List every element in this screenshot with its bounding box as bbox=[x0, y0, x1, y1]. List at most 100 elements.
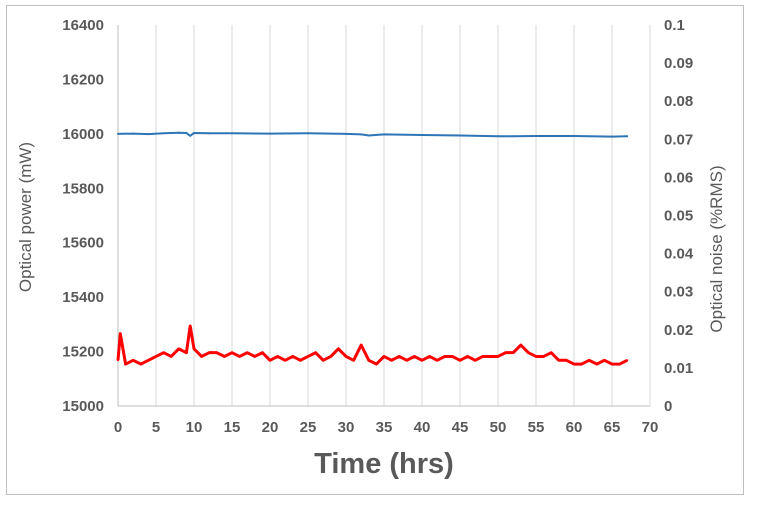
x-tick-label: 5 bbox=[152, 419, 160, 436]
y-left-axis-label: Optical power (mW) bbox=[16, 142, 35, 292]
series-1-point bbox=[208, 132, 211, 135]
series-2-point bbox=[124, 363, 127, 366]
x-tick-label: 60 bbox=[566, 419, 583, 436]
series-2-point bbox=[261, 351, 264, 354]
series-1-point bbox=[512, 135, 515, 138]
series-2-point bbox=[119, 332, 122, 335]
x-tick-label: 10 bbox=[186, 419, 203, 436]
series-2-point bbox=[390, 359, 393, 362]
x-tick-label: 0 bbox=[114, 419, 122, 436]
series-2-group bbox=[116, 324, 629, 366]
series-2-point bbox=[208, 351, 211, 354]
series-2-point bbox=[451, 355, 454, 358]
series-2-point bbox=[474, 359, 477, 362]
series-2-point bbox=[215, 351, 218, 354]
series-1-point bbox=[421, 133, 423, 136]
series-2-point bbox=[383, 355, 385, 358]
series-1-point bbox=[497, 135, 499, 138]
series-2-point bbox=[413, 355, 416, 358]
x-tick-label: 15 bbox=[224, 419, 241, 436]
series-2-point bbox=[189, 324, 192, 327]
y-left-tick-label: 16200 bbox=[62, 71, 104, 88]
series-2-point bbox=[337, 347, 340, 350]
chart-svg: 0 5 10 15 20 25 30 35 40 45 50 55 60 65 70 15000152001… bbox=[16, 17, 726, 480]
series-1-point bbox=[269, 132, 271, 135]
series-1-point bbox=[307, 132, 309, 135]
y-right-tick-label: 0.03 bbox=[664, 284, 693, 301]
series-2-point bbox=[375, 363, 378, 366]
series-1-point bbox=[611, 135, 613, 138]
series-2-point bbox=[322, 359, 325, 362]
series-2-point bbox=[193, 347, 195, 350]
series-2-point bbox=[367, 359, 370, 362]
y-right-tick-label: 0.05 bbox=[664, 208, 693, 225]
y-right-tick-label: 0.04 bbox=[664, 246, 694, 263]
x-tick-label: 35 bbox=[376, 419, 393, 436]
y-left-tick-label: 15400 bbox=[62, 289, 104, 306]
series-2-point bbox=[428, 355, 431, 358]
y-right-tick-label: 0 bbox=[664, 398, 672, 415]
series-1-point bbox=[573, 135, 575, 138]
series-2-point bbox=[603, 359, 606, 362]
series-2-point bbox=[595, 363, 598, 366]
y-right-tick-labels: 0 0.01 0.02 0.03 0.04 0.05 0.06 0.07 0.08 0.09 0.1 bbox=[664, 17, 694, 415]
series-2-point bbox=[269, 359, 271, 362]
series-2-point bbox=[421, 359, 423, 362]
series-2-point bbox=[611, 363, 613, 366]
series-2-point bbox=[489, 355, 492, 358]
y-left-tick-label: 15000 bbox=[62, 398, 104, 415]
series-2-point bbox=[223, 355, 226, 358]
series-2-point bbox=[535, 355, 537, 358]
series-2-point bbox=[352, 359, 355, 362]
x-tick-label: 25 bbox=[300, 419, 317, 436]
series-2-point bbox=[405, 359, 408, 362]
series-2-point bbox=[527, 351, 530, 354]
series-1-group bbox=[117, 131, 629, 138]
series-1-line bbox=[117, 131, 628, 138]
series-2-point bbox=[284, 359, 287, 362]
series-2-point bbox=[155, 355, 157, 358]
chart-frame: 0 5 10 15 20 25 30 35 40 45 50 55 60 65 70 15000 15200 1… bbox=[6, 5, 744, 495]
x-axis-label: Time (hrs) bbox=[314, 448, 454, 480]
series-2-point bbox=[117, 359, 119, 362]
gridlines bbox=[155, 25, 613, 406]
series-2-point bbox=[618, 363, 621, 366]
series-2-point bbox=[139, 363, 142, 366]
series-2-point bbox=[177, 347, 180, 350]
series-2-point bbox=[519, 344, 522, 347]
x-tick-label: 40 bbox=[414, 419, 431, 436]
x-tick-label: 55 bbox=[528, 419, 545, 436]
x-tick-label: 30 bbox=[338, 419, 355, 436]
series-1-point bbox=[185, 132, 188, 135]
series-2-point bbox=[307, 355, 309, 358]
x-tick-label: 70 bbox=[642, 419, 659, 436]
series-1-point bbox=[626, 135, 629, 138]
series-1-point bbox=[189, 134, 192, 137]
series-1-point bbox=[177, 131, 180, 134]
series-2-point bbox=[147, 359, 150, 362]
series-2-point bbox=[170, 355, 173, 358]
axes bbox=[117, 25, 651, 407]
series-2-point bbox=[398, 355, 401, 358]
series-2-point bbox=[497, 355, 499, 358]
y-right-axis-label: Optical noise (%RMS) bbox=[707, 165, 726, 332]
y-right-tick-label: 0.1 bbox=[664, 17, 685, 34]
series-2-point bbox=[550, 351, 553, 354]
x-tick-label: 45 bbox=[452, 419, 469, 436]
x-tick-label: 65 bbox=[604, 419, 621, 436]
y-left-tick-label: 15600 bbox=[62, 235, 104, 252]
series-2-point bbox=[185, 351, 188, 354]
y-left-tick-label: 15200 bbox=[62, 344, 104, 361]
series-1-point bbox=[162, 132, 165, 135]
series-1-point bbox=[360, 133, 363, 136]
y-right-tick-label: 0.09 bbox=[664, 55, 693, 72]
x-tick-label: 50 bbox=[490, 419, 507, 436]
series-2-point bbox=[481, 355, 484, 358]
series-2-point bbox=[360, 344, 363, 347]
y-right-tick-label: 0.08 bbox=[664, 93, 693, 110]
series-1-point bbox=[132, 132, 135, 135]
series-2-point bbox=[504, 351, 507, 354]
series-2-point bbox=[459, 359, 461, 362]
series-2-point bbox=[573, 363, 575, 366]
series-2-point bbox=[162, 351, 165, 354]
